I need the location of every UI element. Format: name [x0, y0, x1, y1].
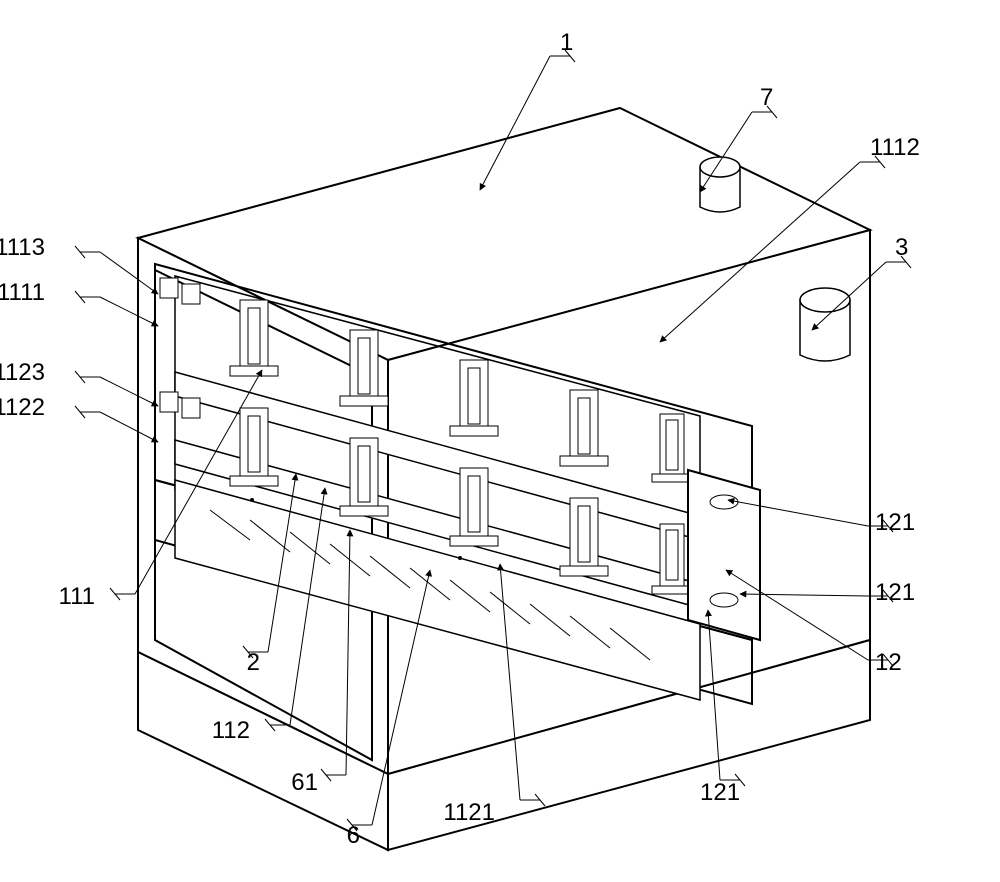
ref-1123: 1123	[0, 359, 45, 386]
ref-6: 6	[347, 822, 360, 849]
engineering-diagram: 1711123111311111123112211121126161121121…	[0, 0, 1000, 882]
ref-12: 12	[875, 649, 902, 676]
ref-61: 61	[291, 769, 318, 796]
ref-1: 1	[560, 29, 573, 56]
ref-112: 112	[212, 717, 250, 744]
ref-2: 2	[247, 649, 260, 676]
ref-3: 3	[895, 234, 908, 261]
side-compartment	[688, 470, 760, 640]
pipe-upper	[700, 157, 740, 212]
ref-1111: 1111	[0, 279, 45, 306]
ref-1121: 1121	[443, 799, 495, 826]
ref-121c: 121	[875, 509, 915, 536]
ref-121a: 121	[700, 779, 740, 806]
ref-1122: 1122	[0, 394, 45, 421]
ref-7: 7	[760, 84, 773, 111]
ref-1112: 1112	[870, 134, 920, 161]
pipe-lower	[800, 288, 850, 361]
ref-1113: 1113	[0, 234, 45, 261]
ref-121b: 121	[875, 579, 915, 606]
ref-111: 111	[59, 583, 95, 610]
